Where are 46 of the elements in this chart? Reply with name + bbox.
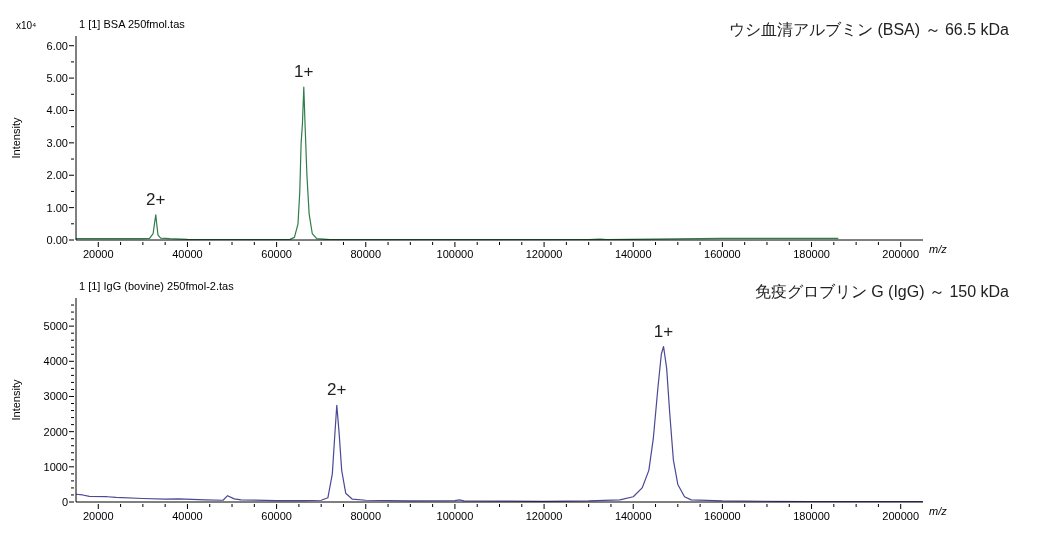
x-tick-label: 140000 [614,248,652,260]
x-axis-title: m/z [929,505,947,517]
y-tick-label: 5.00 [46,72,68,85]
text: x10⁴ [16,20,37,31]
annotation: 1+ [294,62,314,82]
y-tick-label: 3.00 [46,136,68,149]
x-tick-label: 160000 [704,510,741,522]
annotation: 2+ [327,380,347,400]
y-tick-label: 1000 [43,460,68,473]
x-tick-label: 120000 [525,510,563,522]
x-tick-label: 40000 [172,510,203,522]
y-tick-label: 2.00 [46,169,68,182]
chart-title: 1 [1] BSA 250fmol.tas [79,18,185,30]
y-tick-label: 1.00 [46,201,68,214]
x-tick-label: 200000 [882,248,920,260]
x-axis-title: m/z [929,243,947,255]
x-tick-label: 100000 [436,248,474,260]
annotation: 2+ [146,189,166,209]
x-tick-label: 120000 [525,248,563,260]
y-axis-title: Intensity [10,117,22,159]
y-tick-label: 0 [61,496,68,508]
y-tick-label: 4000 [43,355,68,368]
y-tick-label: 2000 [43,425,68,438]
y-tick-label: 3000 [43,390,68,403]
x-tick-label: 180000 [793,248,830,260]
x-tick-label: 80000 [350,248,382,260]
y-tick-label: 0.00 [46,234,68,246]
y-tick-label: 5000 [43,320,68,333]
x-tick-label: 60000 [261,510,292,522]
chart-title: 1 [1] IgG (bovine) 250fmol-2.tas [79,280,234,292]
x-tick-label: 20000 [82,248,114,260]
x-tick-label: 100000 [436,510,474,522]
annotation: 免疫グロブリン G (IgG) ～ 150 kDa [754,282,1009,302]
y-tick-label: 6.00 [46,39,68,52]
x-tick-label: 60000 [261,248,292,260]
annotation: 1+ [653,321,674,341]
y-axis-title: Intensity [10,379,22,421]
x-tick-label: 80000 [350,510,382,522]
x-tick-label: 200000 [882,510,920,522]
x-tick-label: 20000 [82,510,114,522]
x-tick-label: 40000 [172,248,203,260]
x-tick-label: 140000 [614,510,652,522]
x-tick-label: 180000 [793,510,830,522]
x-tick-label: 160000 [704,248,741,260]
y-tick-label: 4.00 [46,104,68,117]
annotation: ウシ血清アルブミン (BSA) ～ 66.5 kDa [728,20,1009,40]
